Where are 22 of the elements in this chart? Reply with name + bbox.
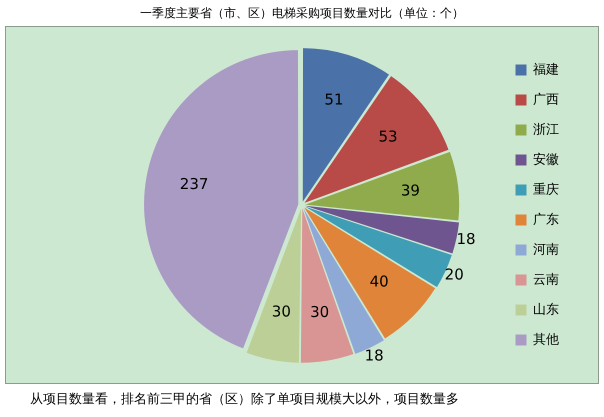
data-label: 51	[324, 90, 344, 108]
data-label: 53	[378, 128, 398, 146]
data-label: 237	[180, 175, 208, 194]
chart-title: 一季度主要省（市、区）电梯采购项目数量对比（单位：个）	[139, 5, 465, 22]
legend-label: 广西	[533, 92, 559, 108]
text: 从项目数量看，排名前三甲的省（区）除了单项目规模大以外，项目数量多	[29, 391, 460, 408]
legend-label: 浙江	[533, 122, 559, 138]
legend-label: 其他	[533, 332, 559, 348]
legend-label: 广东	[533, 212, 559, 228]
legend-label: 重庆	[533, 182, 559, 198]
data-label: 18	[364, 346, 384, 364]
legend-label: 福建	[533, 62, 559, 78]
legend-label: 山东	[533, 302, 559, 318]
data-label: 18	[456, 230, 476, 248]
legend-label: 云南	[533, 272, 559, 288]
data-label: 40	[370, 272, 389, 290]
legend-label: 河南	[533, 242, 559, 258]
data-label: 20	[444, 265, 464, 284]
data-label: 30	[310, 302, 330, 321]
data-label: 39	[400, 181, 420, 200]
data-label: 30	[272, 302, 291, 320]
legend-label: 安徽	[533, 151, 559, 168]
